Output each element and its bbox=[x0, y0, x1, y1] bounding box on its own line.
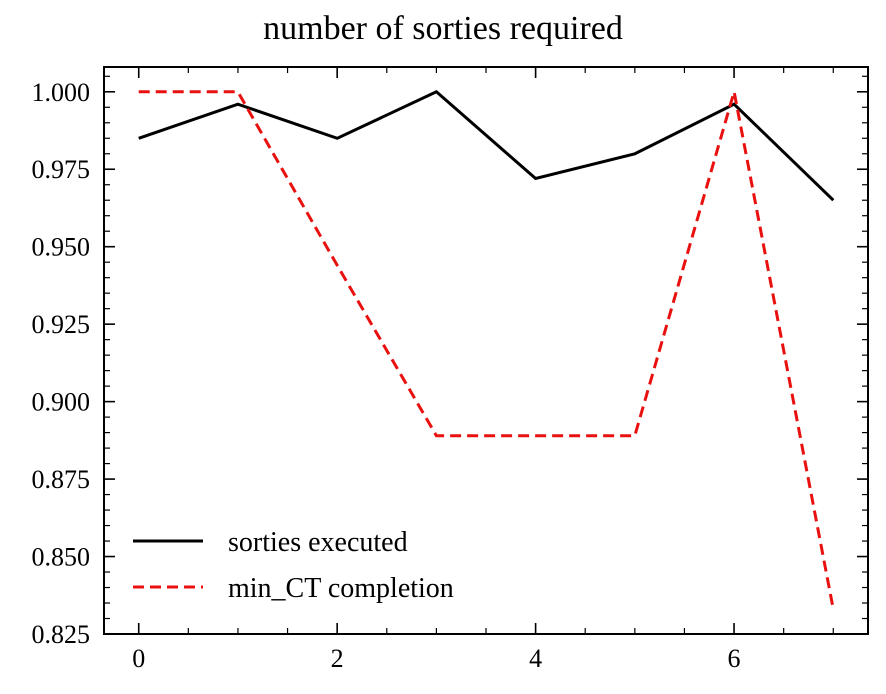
series-lines bbox=[138, 90, 835, 610]
y-tick-label: 1.000 bbox=[32, 78, 91, 107]
y-tick-label: 0.925 bbox=[32, 310, 91, 339]
plot-frame bbox=[103, 66, 869, 635]
x-tick-label: 4 bbox=[529, 644, 542, 673]
y-tick-label: 0.850 bbox=[32, 543, 91, 572]
legend-label-1: sorties executed bbox=[228, 527, 408, 558]
y-tick-label: 0.900 bbox=[32, 388, 91, 417]
legend-label-2: min_CT completion bbox=[228, 573, 454, 604]
series-line-2 bbox=[138, 90, 835, 610]
axis-ticks bbox=[104, 67, 868, 635]
chart-title: number of sorties required bbox=[263, 10, 623, 47]
y-tick-label: 0.950 bbox=[32, 233, 91, 262]
y-tick-label: 0.825 bbox=[32, 620, 91, 649]
x-tick-label: 2 bbox=[331, 644, 344, 673]
x-tick-label: 0 bbox=[132, 644, 145, 673]
y-tick-label: 0.875 bbox=[32, 465, 91, 494]
tick-labels: 0 2 4 6 0.825 0.850 0.875 0.900 0.925 0.950 0.975 1… bbox=[32, 78, 741, 673]
series-line-1 bbox=[138, 90, 835, 202]
x-tick-label: 6 bbox=[728, 644, 741, 673]
y-tick-label: 0.975 bbox=[32, 155, 91, 184]
legend: sorties executed min_CT completion bbox=[133, 527, 454, 604]
